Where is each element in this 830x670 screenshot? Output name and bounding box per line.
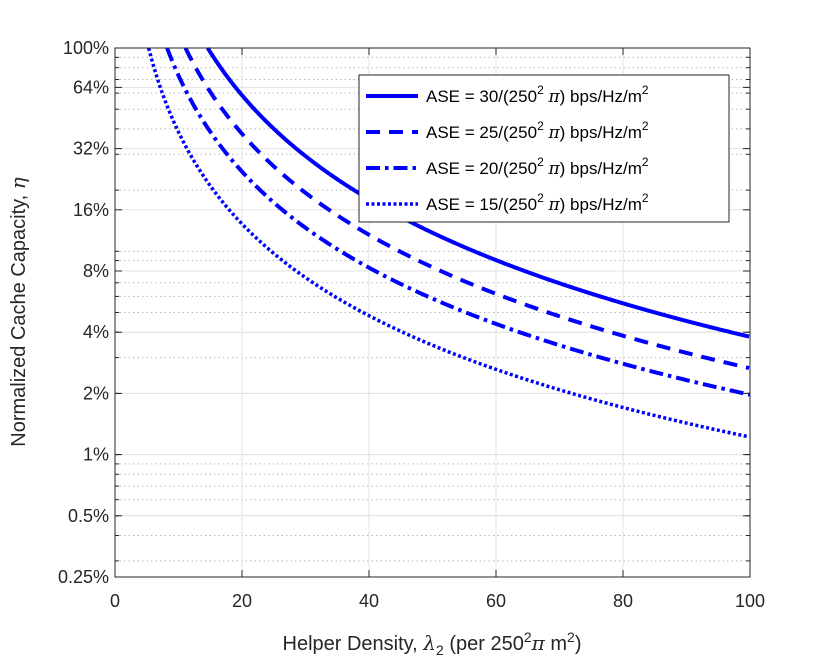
y-tick-label: 100% [63, 38, 109, 58]
series-line-2 [183, 47, 750, 370]
series-layer [146, 46, 751, 439]
ticks [114, 47, 751, 578]
y-tick-label: 0.5% [68, 506, 109, 526]
legend-box [358, 74, 730, 223]
x-tick-label: 40 [359, 591, 379, 611]
y-tick-label: 1% [83, 445, 109, 465]
y-tick-label: 32% [73, 139, 109, 159]
series-line-1 [206, 46, 750, 339]
x-axis-label: Helper Density, λ2 (per 2502π m2) [283, 629, 582, 658]
y-tick-label: 64% [73, 77, 109, 97]
y-tick-label: 2% [83, 383, 109, 403]
legend-label-1: ASE = 30/(2502 π) bps/Hz/m2 [426, 83, 649, 107]
legend-label-4: ASE = 15/(2502 π) bps/Hz/m2 [426, 191, 649, 215]
y-axis-label: Normalized Cache Capacity, η [6, 177, 30, 447]
legend: ASE = 30/(2502 π) bps/Hz/m2 ASE = 25/(250… [358, 74, 730, 223]
y-tick-label: 0.25% [58, 567, 109, 587]
series-line-4 [146, 47, 750, 439]
y-tick-label: 16% [73, 200, 109, 220]
x-tick-label: 0 [110, 591, 120, 611]
x-tick-label: 80 [613, 591, 633, 611]
legend-label-3: ASE = 20/(2502 π) bps/Hz/m2 [426, 155, 649, 179]
x-tick-label: 60 [486, 591, 506, 611]
tick-labels: 0.25% 0.5% 1% 2% 4% 8% 16% 32% 64% 100% 0 20 40 60 80 1… [58, 38, 765, 611]
y-tick-label: 4% [83, 322, 109, 342]
series-line-3 [165, 47, 751, 397]
x-tick-label: 20 [232, 591, 252, 611]
y-tick-label: 8% [83, 261, 109, 281]
legend-label-2: ASE = 25/(2502 π) bps/Hz/m2 [426, 119, 649, 143]
x-tick-label: 100 [735, 591, 765, 611]
